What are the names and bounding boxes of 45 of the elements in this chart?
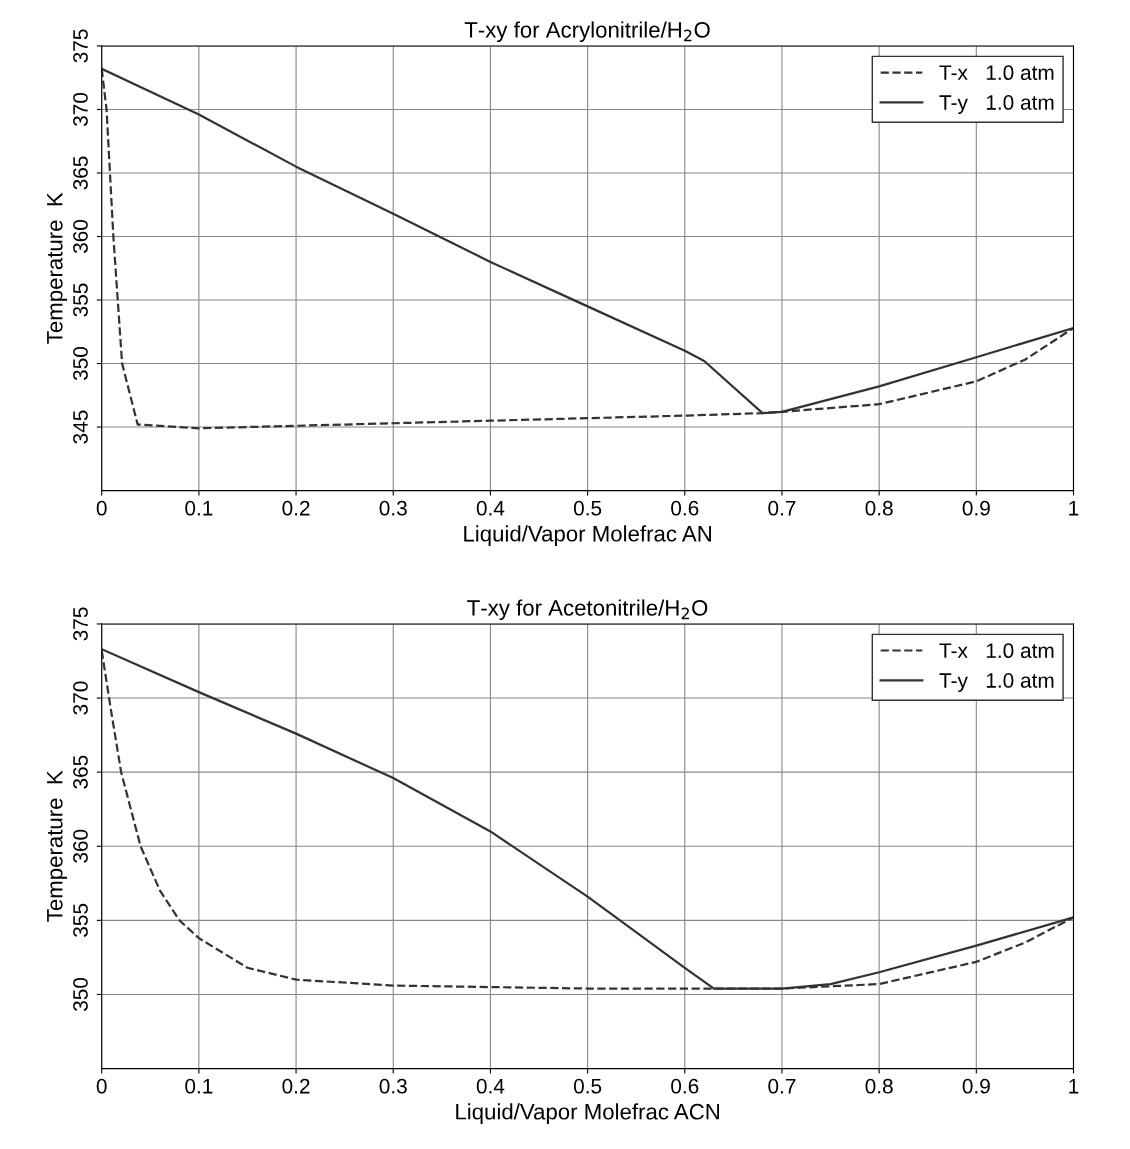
x-tick-label: 0.5 (573, 1078, 602, 1094)
y-tick-label: 370 (73, 92, 88, 127)
y-tick-label: 365 (73, 156, 88, 190)
y-tick-label: 370 (73, 681, 88, 715)
y-tick-label: 355 (73, 903, 88, 937)
x-tick-label: 0.1 (185, 500, 213, 516)
x-axis-title: Liquid/Vapor Molefrac ACN (456, 1103, 719, 1124)
y-axis-title: Temperature K (47, 770, 67, 922)
x-tick-label: 0.3 (379, 500, 407, 516)
x-tick-label: 0.9 (962, 500, 990, 516)
legend-label: T-x 1.0 atm (939, 643, 1054, 659)
x-tick-label: 0.9 (962, 1078, 990, 1094)
legend-label: T-y 1.0 atm (939, 95, 1054, 114)
y-tick-label: 360 (73, 219, 88, 254)
chart-title: T-xy for Acetonitrile/H$_{2}$O (467, 599, 708, 621)
x-tick-label: 0.2 (282, 1078, 310, 1094)
legend-label: T-y 1.0 atm (939, 673, 1054, 692)
x-tick-label: 0.6 (671, 500, 699, 516)
x-tick-label: 0 (96, 1078, 107, 1094)
x-tick-label: 0.5 (573, 500, 602, 516)
y-tick-label: 375 (73, 607, 88, 641)
x-tick-label: 0.7 (768, 500, 796, 516)
y-tick-label: 350 (73, 346, 88, 381)
x-tick-label: 0.6 (671, 1078, 699, 1094)
x-tick-label: 0.7 (768, 1078, 796, 1094)
x-tick-label: 1 (1069, 1079, 1079, 1094)
y-tick-label: 350 (73, 977, 88, 1012)
x-tick-label: 0.1 (185, 1078, 213, 1094)
y-tick-label: 375 (73, 29, 88, 63)
x-tick-label: 1 (1069, 501, 1079, 516)
x-tick-label: 0.8 (865, 500, 893, 516)
x-axis-title: Liquid/Vapor Molefrac AN (464, 525, 711, 546)
x-tick-label: 0.2 (282, 500, 310, 516)
x-tick-label: 0.8 (865, 1078, 893, 1094)
x-tick-label: 0.4 (476, 500, 505, 516)
y-tick-label: 355 (73, 283, 88, 317)
x-tick-label: 0.3 (379, 1078, 407, 1094)
x-tick-label: 0 (96, 500, 107, 516)
y-tick-label: 365 (73, 755, 88, 789)
y-axis-title: Temperature K (47, 192, 67, 344)
legend-label: T-x 1.0 atm (939, 65, 1054, 81)
x-tick-label: 0.4 (476, 1078, 505, 1094)
chart-title: T-xy for Acrylonitrile/H$_{2}$O (464, 21, 710, 43)
y-tick-label: 345 (73, 410, 88, 444)
y-tick-label: 360 (73, 829, 88, 863)
